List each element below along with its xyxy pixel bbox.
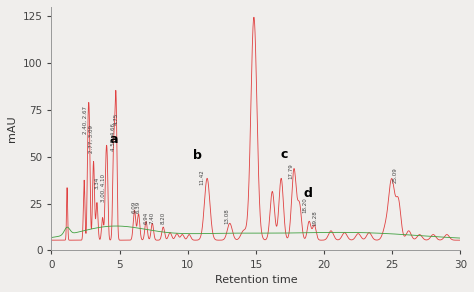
Text: 11.42: 11.42 xyxy=(200,169,205,185)
Text: 18.20: 18.20 xyxy=(302,197,307,213)
Text: 7.40: 7.40 xyxy=(150,212,155,224)
Text: 2.40, 2.67: 2.40, 2.67 xyxy=(83,106,88,134)
Text: 17.79: 17.79 xyxy=(288,164,293,179)
Text: a: a xyxy=(109,133,118,146)
Text: 6.94: 6.94 xyxy=(144,212,148,224)
Text: 6.39: 6.39 xyxy=(136,201,141,213)
X-axis label: Retention time: Retention time xyxy=(215,275,297,285)
Text: 19.28: 19.28 xyxy=(313,210,318,226)
Text: 2.77, 3.09: 2.77, 3.09 xyxy=(89,125,94,153)
Text: 4.55, 4.66: 4.55, 4.66 xyxy=(110,123,115,151)
Text: 6.09: 6.09 xyxy=(132,201,137,213)
Text: 13.08: 13.08 xyxy=(225,208,230,224)
Text: 8.20: 8.20 xyxy=(161,212,166,224)
Text: c: c xyxy=(281,147,288,161)
Text: d: d xyxy=(303,187,312,200)
Text: 4.75: 4.75 xyxy=(114,113,119,125)
Y-axis label: mAU: mAU xyxy=(7,115,17,142)
Text: 3.00, 4.10: 3.00, 4.10 xyxy=(101,174,106,202)
Text: 3.34: 3.34 xyxy=(94,176,100,189)
Text: 25.09: 25.09 xyxy=(392,167,398,183)
Text: b: b xyxy=(193,150,202,162)
